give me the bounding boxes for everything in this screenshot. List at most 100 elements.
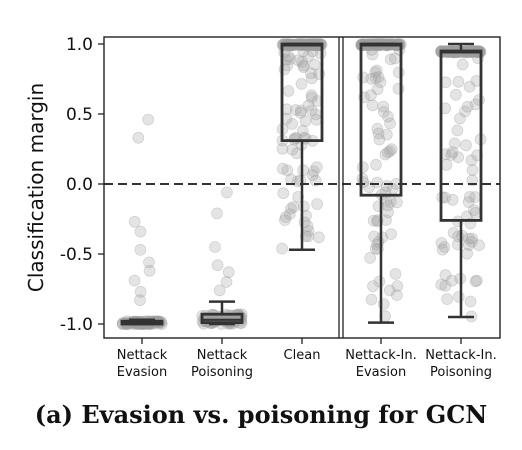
data-point — [302, 99, 315, 112]
data-point — [296, 124, 309, 137]
y-tick-label: 0.0 — [66, 175, 93, 195]
data-point — [357, 176, 370, 189]
data-point — [376, 231, 389, 244]
data-point — [297, 200, 310, 213]
data-point — [441, 293, 454, 306]
data-point — [435, 237, 448, 249]
data-point — [302, 50, 315, 63]
data-point — [466, 164, 479, 176]
data-point — [289, 104, 302, 116]
box-iqr — [439, 49, 483, 222]
box-iqr — [200, 312, 244, 325]
data-point — [384, 117, 396, 130]
data-point — [283, 208, 296, 221]
data-point — [284, 202, 297, 215]
outlier-point — [213, 284, 226, 297]
data-point — [312, 231, 325, 244]
data-point — [371, 176, 384, 189]
y-tick-label: 0.5 — [66, 105, 93, 125]
data-point — [276, 242, 289, 255]
data-point — [297, 59, 310, 72]
data-point — [364, 251, 377, 264]
data-point — [382, 110, 394, 123]
data-point — [311, 198, 324, 211]
y-tick-label: -0.5 — [60, 245, 93, 265]
data-point — [297, 61, 310, 73]
box-iqr — [280, 42, 324, 142]
data-point — [388, 52, 401, 65]
data-point — [306, 169, 319, 182]
data-point — [367, 280, 379, 293]
outlier-point — [143, 264, 156, 277]
outlier-point — [134, 225, 147, 238]
data-point — [461, 100, 474, 113]
outlier-point — [142, 113, 155, 126]
data-point — [295, 78, 308, 90]
data-point — [279, 211, 292, 223]
x-category-label: Nettack — [197, 348, 248, 363]
data-point — [365, 293, 378, 306]
data-point — [449, 88, 462, 101]
outlier-point — [220, 186, 233, 199]
data-point — [370, 158, 382, 171]
data-point — [305, 104, 318, 117]
outlier-point — [220, 276, 233, 288]
data-point — [294, 106, 307, 119]
data-point — [296, 55, 308, 68]
data-point — [278, 214, 291, 227]
outlier-point — [128, 215, 141, 228]
data-point — [453, 112, 466, 125]
data-point — [452, 151, 465, 164]
data-point — [380, 128, 393, 141]
data-point — [385, 143, 398, 156]
data-point — [381, 199, 394, 212]
data-point — [368, 230, 381, 243]
data-point — [298, 216, 311, 229]
y-tick-label: 1.0 — [66, 35, 93, 55]
data-point — [276, 162, 289, 175]
data-point — [445, 148, 458, 161]
plot-area — [104, 42, 500, 326]
data-point — [308, 58, 321, 71]
data-point — [286, 118, 299, 130]
data-point — [294, 104, 307, 117]
data-point — [448, 137, 461, 150]
data-point — [305, 72, 318, 85]
data-point — [373, 275, 386, 288]
data-point — [446, 146, 459, 159]
data-point — [464, 295, 477, 308]
data-point — [371, 122, 384, 135]
data-point — [383, 284, 396, 297]
data-point — [305, 67, 317, 80]
x-category-label: Poisoning — [430, 365, 492, 380]
data-point — [372, 71, 385, 84]
data-point — [281, 164, 294, 177]
x-category-label: Nettack — [117, 348, 168, 363]
data-point — [371, 83, 384, 96]
data-point — [374, 76, 387, 88]
data-point — [367, 214, 380, 227]
data-point — [370, 64, 383, 77]
data-point — [463, 232, 475, 245]
data-point — [379, 148, 392, 161]
data-point — [451, 124, 464, 137]
outlier-point — [128, 274, 141, 287]
data-point — [365, 73, 378, 85]
outlier-point — [209, 241, 221, 253]
data-point — [470, 274, 483, 287]
box-iqr — [359, 42, 403, 197]
data-point — [438, 241, 451, 253]
data-point — [307, 165, 320, 178]
data-point — [440, 158, 453, 171]
data-point — [369, 66, 382, 79]
data-point — [446, 193, 459, 206]
data-point — [463, 80, 476, 93]
data-point — [436, 243, 449, 256]
data-point — [466, 232, 479, 245]
data-point — [382, 206, 395, 219]
data-point — [460, 139, 472, 152]
data-point — [469, 275, 482, 288]
data-point — [305, 91, 318, 104]
